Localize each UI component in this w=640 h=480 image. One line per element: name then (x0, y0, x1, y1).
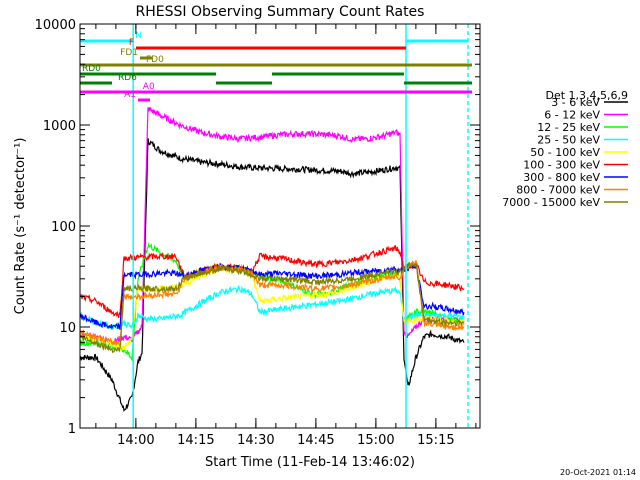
flag-label-fd1: FD1 (120, 48, 138, 58)
legend-label: 800 - 7000 keV (516, 184, 600, 197)
flag-label-f: F (129, 38, 134, 48)
y-tick-label: 10 (59, 321, 76, 336)
y-tick-label: 10000 (35, 18, 76, 33)
flag-label-a1: A1 (124, 90, 136, 100)
x-tick-label: 14:30 (237, 433, 274, 448)
legend-title: Det 1,3,4,5,6,9 (545, 89, 628, 102)
legend-label: 25 - 50 keV (537, 134, 600, 147)
legend-label: 12 - 25 keV (537, 121, 600, 134)
chart-title: RHESSI Observing Summary Count Rates (136, 4, 425, 20)
series-line-3-6-kev (80, 138, 465, 413)
axes-layer: 1 10 100 1000 10000 14:00 14:15 14:30 14:45 15:00… (35, 18, 480, 448)
x-axis-label: Start Time (11-Feb-14 13:46:02) (205, 455, 415, 470)
series-line-800-7000-kev (80, 260, 465, 347)
flag-label-rd6: RD6 (118, 73, 137, 83)
series-line-100-300-kev (80, 244, 465, 318)
x-tick-label: 15:00 (357, 433, 394, 448)
series-line-7000-15000-kev (80, 262, 465, 354)
flag-label-rd0: RD0 (82, 64, 101, 74)
flag-label-fd0: FD0 (146, 55, 164, 65)
x-tick-label: 14:15 (177, 433, 214, 448)
legend-label: 50 - 100 keV (530, 146, 600, 159)
legend-label: 6 - 12 keV (544, 109, 600, 122)
flag-label-a0: A0 (143, 82, 155, 92)
flag-label-n: N (135, 31, 142, 41)
y-tick-label: 1000 (43, 119, 76, 134)
series-layer (80, 24, 469, 428)
x-tick-label: 15:15 (417, 433, 454, 448)
y-tick-label: 1 (68, 422, 76, 437)
legend-label: 300 - 800 keV (523, 171, 600, 184)
legend-label: 7000 - 15000 keV (502, 196, 600, 209)
series-line-25-50-kev (80, 285, 465, 330)
x-tick-label: 14:45 (297, 433, 334, 448)
timestamp: 20-Oct-2021 01:14 (560, 468, 636, 477)
y-tick-label: 100 (51, 220, 76, 235)
x-tick-label: 14:00 (117, 433, 154, 448)
legend-label: 3 - 6 keV (551, 96, 600, 109)
y-axis-label: Count Rate (s⁻¹ detector⁻¹) (13, 138, 28, 315)
legend-label: 100 - 300 keV (523, 159, 600, 172)
